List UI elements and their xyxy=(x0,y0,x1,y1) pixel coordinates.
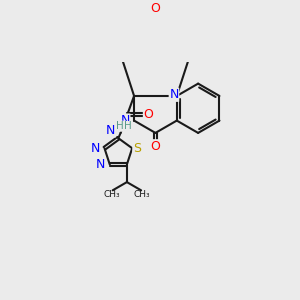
Text: N: N xyxy=(169,88,178,101)
Text: N: N xyxy=(90,142,100,155)
Text: H: H xyxy=(116,121,123,131)
Text: H: H xyxy=(124,122,131,131)
Text: O: O xyxy=(143,108,153,121)
Text: O: O xyxy=(151,140,160,153)
Text: N: N xyxy=(106,124,116,137)
Text: S: S xyxy=(133,142,141,155)
Text: CH₃: CH₃ xyxy=(103,190,120,199)
Text: N: N xyxy=(96,158,105,171)
Text: O: O xyxy=(151,2,160,15)
Text: CH₃: CH₃ xyxy=(134,190,151,199)
Text: N: N xyxy=(121,114,130,127)
